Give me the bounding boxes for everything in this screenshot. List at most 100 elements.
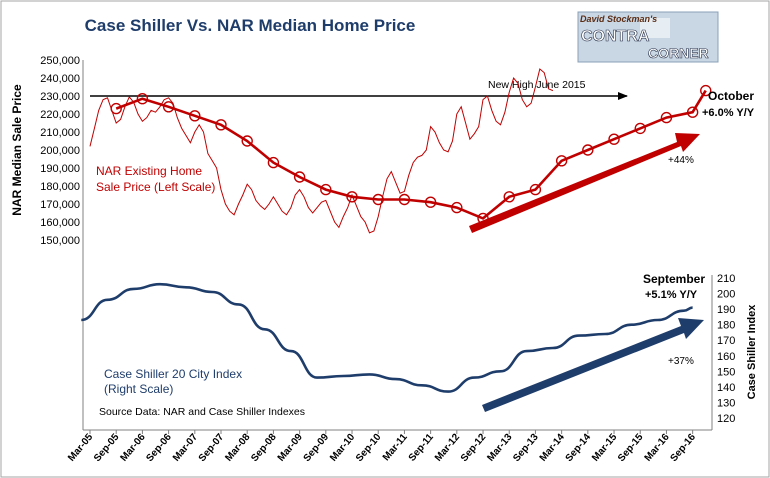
left-tick-label: 210,000: [40, 127, 80, 139]
nar-trend-point: [136, 92, 149, 105]
logo-text-contra: CONTRA: [581, 28, 650, 45]
nar-trend-point: [215, 119, 227, 131]
left-tick-label: 190,000: [40, 163, 80, 175]
x-tick-label: Sep-09: [302, 432, 332, 465]
right-tick-label: 130: [717, 397, 735, 409]
logo-text-corner: CORNER: [648, 45, 709, 61]
nar-gain-label: +44%: [668, 155, 694, 166]
nar-series-label-line2: Sale Price (Left Scale): [96, 180, 215, 194]
right-tick-label: 140: [717, 382, 735, 394]
nar-trend-point: [267, 156, 280, 169]
left-tick-label: 200,000: [40, 145, 80, 157]
nar-monthly-line: [89, 68, 554, 234]
case-shiller-series: [81, 282, 693, 393]
nar-monthly-series: [89, 68, 554, 234]
x-tick-label: Mar-06: [119, 432, 148, 464]
nar-trend-point: [346, 191, 358, 203]
nar-trend-point: [608, 133, 620, 145]
nar-trend-point: [529, 183, 542, 196]
nar-trend-point: [293, 171, 306, 183]
x-tick-label: Sep-12: [459, 432, 489, 465]
case-shiller-uptrend-arrow: [482, 318, 704, 412]
right-axis-title: Case Shiller Index: [746, 304, 758, 400]
x-tick-label: Sep-07: [197, 432, 227, 465]
left-tick-label: 240,000: [40, 73, 80, 85]
nar-trend-point: [555, 155, 568, 167]
x-tick-label: Mar-13: [485, 432, 514, 464]
x-tick-label: Sep-10: [354, 432, 384, 465]
nar-trend-series: [110, 84, 712, 225]
case-shiller-label-line2: (Right Scale): [104, 382, 173, 396]
october-yoy-label: +6.0% Y/Y: [702, 107, 755, 119]
nar-trend-point: [700, 84, 712, 97]
x-tick-label: Sep-14: [564, 432, 594, 465]
left-tick-label: 170,000: [40, 199, 80, 211]
left-tick-label: 160,000: [40, 217, 80, 229]
x-tick-label: Sep-06: [144, 432, 174, 465]
chart-title: Case Shiller Vs. NAR Median Home Price: [85, 16, 416, 35]
right-tick-label: 120: [717, 413, 735, 425]
x-tick-label: Mar-05: [66, 432, 95, 464]
nar-trend-point: [372, 193, 384, 206]
left-axis-title: NAR Median Sale Price: [10, 84, 24, 216]
nar-trend-line: [115, 89, 707, 220]
x-tick-label: Mar-07: [171, 432, 200, 464]
right-tick-label: 180: [717, 320, 735, 332]
right-tick-label: 210: [717, 273, 735, 285]
case-shiller-label-line1: Case Shiller 20 City Index: [104, 367, 242, 381]
case-shiller-gain-label: +37%: [668, 356, 694, 367]
right-tick-label: 160: [717, 351, 735, 363]
contra-corner-logo: David Stockman's CONTRA CORNER: [577, 11, 719, 63]
x-tick-label: Mar-08: [223, 432, 252, 464]
nar-uptrend-arrow: [469, 133, 700, 233]
x-tick-label: Sep-08: [249, 432, 279, 465]
nar-trend-point: [634, 122, 646, 135]
right-tick-label: 170: [717, 335, 735, 347]
x-axis-ticks: Mar-05Sep-05Mar-06Sep-06Mar-07Sep-07Mar-…: [66, 430, 698, 464]
nar-series-label-line1: NAR Existing Home: [96, 164, 202, 178]
x-tick-label: Mar-11: [381, 432, 410, 464]
x-tick-label: Mar-09: [276, 432, 305, 464]
october-label: October: [708, 89, 754, 103]
nar-trend-point: [320, 183, 332, 196]
x-tick-label: Mar-14: [538, 432, 567, 464]
left-axis-ticks: 150,000 160,000 170,000 180,000 190,000 200,0…: [40, 55, 80, 247]
source-note: Source Data: NAR and Case Shiller Indexe…: [99, 406, 305, 418]
x-tick-label: Sep-15: [616, 432, 646, 465]
nar-trend-point: [241, 135, 253, 147]
left-tick-label: 180,000: [40, 181, 80, 193]
september-label: September: [643, 272, 705, 286]
nar-trend-point: [189, 110, 201, 122]
nar-trend-point: [424, 196, 437, 208]
nar-trend-point: [162, 101, 175, 113]
case-shiller-line: [81, 282, 693, 393]
left-tick-label: 250,000: [40, 55, 80, 67]
x-tick-label: Mar-16: [643, 432, 672, 464]
september-yoy-label: +5.1% Y/Y: [645, 289, 698, 301]
left-tick-label: 230,000: [40, 91, 80, 103]
x-tick-label: Mar-12: [433, 432, 462, 464]
x-tick-label: Sep-13: [511, 432, 541, 465]
x-tick-label: Mar-15: [590, 432, 619, 464]
right-tick-label: 150: [717, 366, 735, 378]
left-tick-label: 150,000: [40, 235, 80, 247]
x-tick-label: Sep-11: [407, 432, 436, 464]
nar-trend-point: [110, 102, 122, 115]
x-tick-label: Mar-10: [328, 432, 357, 464]
right-tick-label: 190: [717, 304, 735, 316]
left-tick-label: 220,000: [40, 109, 80, 121]
nar-trend-point: [398, 193, 411, 206]
right-tick-label: 200: [717, 289, 735, 301]
nar-trend-point: [686, 106, 699, 118]
x-tick-label: Sep-16: [668, 432, 698, 465]
right-axis-ticks: 120 130 140 150 160 170 180 190 200 210: [717, 273, 735, 425]
nar-trend-point: [582, 144, 594, 156]
nar-trend-point: [503, 191, 515, 203]
x-tick-label: Sep-05: [92, 432, 122, 465]
logo-text-byline: David Stockman's: [580, 14, 657, 24]
nar-trend-point: [660, 111, 673, 124]
nar-trend-point: [451, 201, 463, 214]
